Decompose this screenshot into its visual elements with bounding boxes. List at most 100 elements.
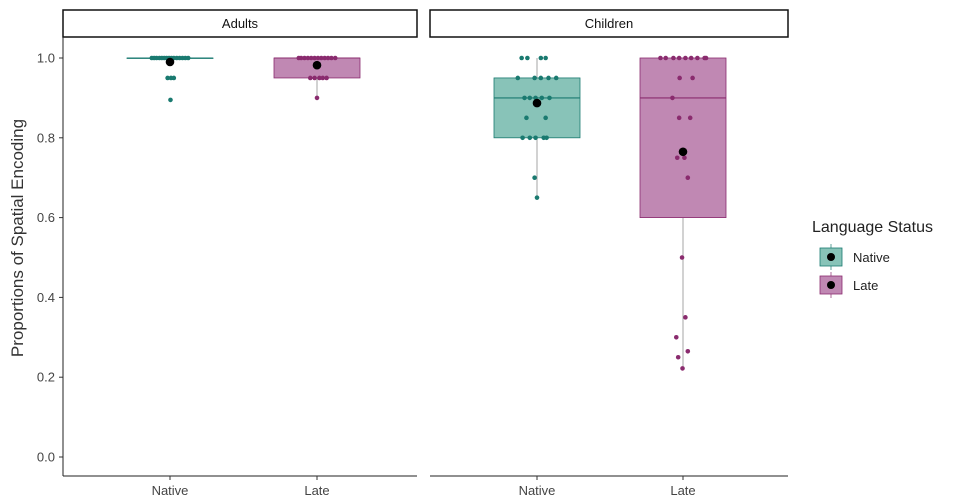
data-point-adults-late bbox=[312, 55, 317, 61]
x-axis-adults: Native Late bbox=[152, 476, 330, 498]
data-point-children-native bbox=[533, 135, 538, 141]
data-point-children-late bbox=[676, 55, 682, 61]
data-point-children-native bbox=[538, 55, 544, 61]
legend-title: Language Status bbox=[812, 219, 933, 236]
y-axis-title: Proportions of Spatial Encoding bbox=[8, 119, 27, 357]
data-point-adults-native bbox=[171, 75, 177, 81]
box-children-native bbox=[493, 77, 581, 139]
data-point-adults-late bbox=[315, 55, 321, 61]
data-point-children-native bbox=[520, 135, 525, 141]
data-point-adults-late bbox=[319, 55, 324, 61]
data-point-children-native bbox=[534, 195, 540, 200]
mean-point-adults-native bbox=[165, 57, 175, 67]
data-point-adults-late bbox=[312, 75, 317, 81]
data-point-adults-late bbox=[305, 55, 311, 61]
data-point-children-late bbox=[688, 55, 694, 61]
x-axis-children: Native Late bbox=[519, 476, 696, 498]
data-point-children-native bbox=[553, 75, 559, 81]
data-point-adults-native bbox=[168, 97, 173, 103]
data-point-children-late bbox=[658, 55, 663, 61]
data-point-children-native bbox=[543, 55, 548, 61]
data-point-adults-late bbox=[302, 55, 307, 61]
legend-entry-native: Native bbox=[819, 244, 890, 270]
data-point-children-late bbox=[674, 155, 680, 161]
data-point-adults-late bbox=[320, 75, 326, 81]
y-tick-label: 0.4 bbox=[37, 290, 55, 305]
data-point-children-native bbox=[532, 175, 537, 180]
legend-label-native: Native bbox=[853, 250, 890, 265]
data-point-children-late bbox=[685, 175, 691, 180]
data-point-children-late bbox=[675, 354, 681, 360]
data-point-children-native bbox=[539, 95, 545, 101]
strip-children bbox=[429, 9, 789, 38]
y-tick-label: 0.8 bbox=[37, 130, 55, 145]
legend: Language Status Native Late bbox=[812, 219, 933, 298]
data-point-adults-late bbox=[298, 55, 304, 61]
legend-key-native-dot bbox=[827, 253, 835, 261]
data-point-adults-late bbox=[325, 55, 331, 61]
x-tick-label-children-late: Late bbox=[670, 483, 695, 498]
y-axis: 0.0 0.2 0.4 0.6 0.8 1.0 bbox=[37, 51, 63, 465]
panel-children-marks bbox=[493, 55, 727, 371]
x-tick-label-adults-late: Late bbox=[304, 483, 329, 498]
data-point-adults-late bbox=[307, 75, 313, 81]
panel-adults: Adults Native Late bbox=[62, 9, 418, 498]
data-point-children-late bbox=[687, 115, 693, 121]
y-tick-label: 1.0 bbox=[37, 51, 55, 66]
data-point-children-native bbox=[532, 75, 537, 81]
x-tick-label-children-native: Native bbox=[519, 483, 556, 498]
y-tick-label: 0.0 bbox=[37, 450, 55, 465]
legend-key-late-dot bbox=[827, 281, 835, 289]
data-point-children-late bbox=[685, 348, 691, 354]
panel-children: Children Native Late bbox=[429, 9, 789, 498]
data-point-adults-late bbox=[322, 55, 327, 61]
mean-point-children-native bbox=[532, 98, 542, 108]
y-tick-label: 0.2 bbox=[37, 370, 55, 385]
data-point-children-late bbox=[703, 55, 709, 61]
strip-label-adults: Adults bbox=[222, 16, 259, 31]
data-point-children-late bbox=[679, 255, 685, 260]
mean-point-children-late bbox=[678, 147, 688, 157]
data-point-children-native bbox=[515, 75, 521, 81]
data-point-children-native bbox=[544, 135, 549, 141]
data-point-adults-late bbox=[308, 55, 314, 61]
data-point-children-late bbox=[695, 55, 700, 61]
data-point-adults-late bbox=[314, 95, 320, 101]
data-point-children-late bbox=[690, 75, 695, 81]
data-point-children-late bbox=[671, 55, 676, 61]
data-point-children-native bbox=[547, 95, 552, 101]
data-point-adults-late bbox=[317, 75, 322, 81]
data-point-children-late bbox=[680, 366, 685, 371]
data-point-children-late bbox=[682, 155, 687, 161]
data-point-children-native bbox=[525, 55, 530, 61]
data-point-children-late bbox=[673, 335, 679, 340]
strip-label-children: Children bbox=[585, 16, 633, 31]
legend-entry-late: Late bbox=[819, 272, 878, 298]
data-point-children-late bbox=[670, 95, 675, 101]
data-point-children-late bbox=[677, 75, 682, 81]
box-children-late bbox=[639, 57, 727, 219]
data-point-children-late bbox=[663, 55, 669, 61]
data-point-adults-late bbox=[332, 55, 338, 61]
data-point-children-native bbox=[527, 135, 533, 141]
y-tick-label: 0.6 bbox=[37, 210, 55, 225]
data-point-children-native bbox=[524, 115, 529, 121]
data-point-adults-native bbox=[185, 55, 191, 61]
data-point-children-late bbox=[683, 315, 688, 320]
data-point-adults-native bbox=[165, 75, 170, 81]
data-point-children-native bbox=[527, 95, 533, 101]
strip-adults bbox=[62, 9, 418, 38]
data-point-children-native bbox=[519, 55, 524, 61]
panel-adults-marks bbox=[126, 55, 361, 103]
data-point-adults-late bbox=[329, 55, 334, 61]
data-point-children-native bbox=[546, 75, 551, 81]
data-point-children-late bbox=[683, 55, 688, 61]
data-point-children-native bbox=[522, 95, 527, 101]
mean-point-adults-late bbox=[312, 60, 322, 70]
data-point-children-native bbox=[538, 75, 544, 81]
data-point-adults-late bbox=[324, 75, 329, 81]
data-point-children-native bbox=[543, 115, 548, 121]
x-tick-label-adults-native: Native bbox=[152, 483, 189, 498]
legend-label-late: Late bbox=[853, 278, 878, 293]
